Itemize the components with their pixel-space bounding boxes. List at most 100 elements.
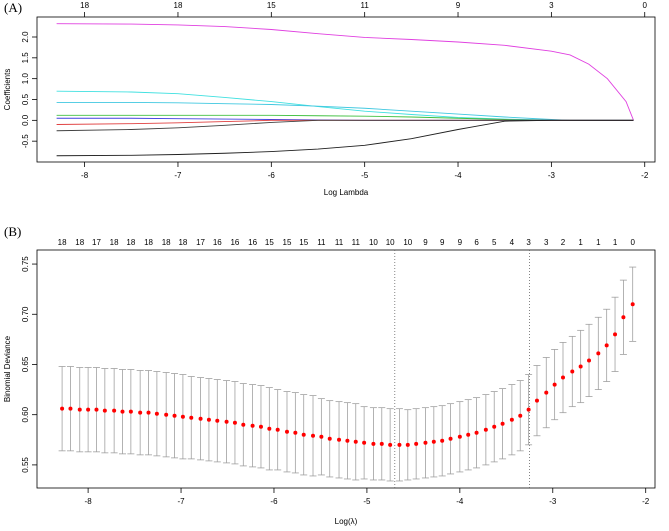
top-tick-label: 18 [75,238,84,247]
top-tick-label: 16 [248,238,257,247]
y-tick-label: 0.55 [21,457,30,473]
deviance-point [560,375,565,380]
top-tick-label: 16 [230,238,239,247]
x-tick-label: -2 [641,171,649,180]
deviance-point [440,438,445,443]
deviance-point [379,441,384,446]
top-tick-label: 1 [578,238,583,247]
deviance-point [474,430,479,435]
deviance-point [587,358,592,363]
deviance-point [578,364,583,369]
y-axis-label: Binomial Deviance [3,335,12,402]
x-tick-label: -7 [174,171,182,180]
deviance-point [492,424,497,429]
deviance-point [483,427,488,432]
deviance-point [362,440,367,445]
top-tick-label: 9 [423,238,428,247]
panel-label: (A) [4,0,22,15]
deviance-point [164,412,169,417]
deviance-point [284,429,289,434]
deviance-point [301,432,306,437]
top-tick-label: 5 [492,238,497,247]
top-tick-label: 16 [213,238,222,247]
deviance-point [172,413,177,418]
deviance-point [180,414,185,419]
deviance-point [241,422,246,427]
x-tick-label: -6 [270,497,278,506]
coefficient-path [56,23,634,121]
top-tick-label: 6 [474,238,479,247]
top-tick-label: 10 [403,238,412,247]
coefficient-path [56,119,634,157]
top-tick-label: 10 [386,238,395,247]
x-tick-label: -4 [454,171,462,180]
x-tick-label: -5 [361,171,369,180]
deviance-point [405,442,410,447]
top-tick-label: 15 [267,1,276,10]
y-tick-label: -0.5 [21,134,30,148]
y-tick-label: 1.0 [21,73,30,85]
y-tick-label: 0.5 [21,93,30,105]
top-tick-label: 15 [283,238,292,247]
deviance-point [500,421,505,426]
top-tick-label: 11 [352,238,361,247]
plot-frame [36,249,656,489]
top-tick-label: 1 [596,238,601,247]
deviance-point [337,437,342,442]
deviance-point [509,417,514,422]
top-tick-label: 2 [561,238,566,247]
deviance-point [431,439,436,444]
deviance-point [102,408,107,413]
top-tick-label: 18 [162,238,171,247]
x-tick-label: -4 [456,497,464,506]
deviance-point [397,442,402,447]
y-tick-label: 0.0 [21,114,30,126]
top-tick-label: 15 [265,238,274,247]
y-tick-label: 0.65 [21,356,30,372]
top-tick-label: 1 [613,238,618,247]
top-tick-label: 18 [126,238,135,247]
deviance-point [86,407,91,412]
top-tick-label: 0 [630,238,635,247]
deviance-point [544,390,549,395]
top-tick-label: 3 [549,1,554,10]
deviance-point [128,409,133,414]
deviance-point [120,409,125,414]
top-tick-label: 3 [544,238,549,247]
y-tick-label: 0.75 [21,256,30,272]
deviance-point [112,408,117,413]
x-tick-label: -3 [548,171,556,180]
deviance-point [388,442,393,447]
deviance-point [319,434,324,439]
coefficient-path [56,119,634,125]
deviance-point [224,419,229,424]
x-tick-label: -5 [363,497,371,506]
deviance-point [596,351,601,356]
deviance-point [198,416,203,421]
top-tick-label: 17 [196,238,205,247]
deviance-point [423,440,428,445]
top-tick-label: 18 [80,1,89,10]
deviance-point [457,434,462,439]
x-tick-label: -6 [268,171,276,180]
y-tick-label: 2.0 [21,31,30,43]
deviance-point [414,441,419,446]
top-tick-label: 0 [643,1,648,10]
deviance-point [466,432,471,437]
coefficient-path [56,119,634,132]
deviance-point [215,418,220,423]
deviance-point [552,382,557,387]
deviance-point [275,427,280,432]
deviance-point [570,369,575,374]
plot-frame [36,16,656,163]
top-tick-label: 18 [144,238,153,247]
top-tick-label: 10 [369,238,378,247]
deviance-point [138,410,143,415]
panel-label: (B) [4,224,21,239]
y-tick-label: 0.60 [21,406,30,422]
top-tick-label: 18 [58,238,67,247]
y-axis-label: Coefficients [3,69,12,111]
top-tick-label: 18 [174,1,183,10]
x-axis-label: Log Lambda [324,188,369,197]
